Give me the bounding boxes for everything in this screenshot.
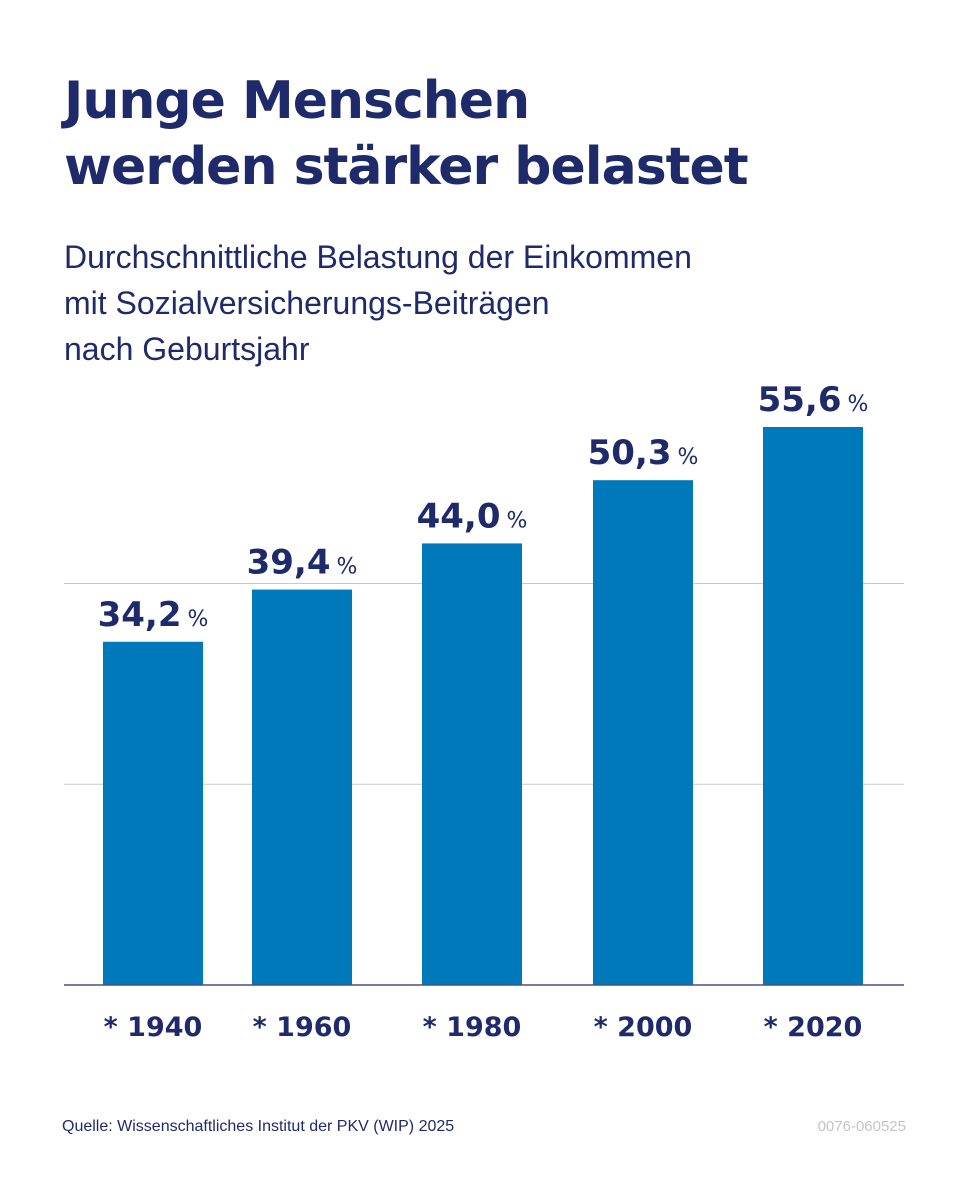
document-code: 0076-060525 bbox=[817, 1118, 906, 1135]
chart-title: Junge Menschen werden stärker belastet bbox=[64, 68, 749, 200]
data-label-1960: 39,4% bbox=[247, 543, 358, 583]
source-note: Quelle: Wissenschaftliches Institut der … bbox=[62, 1118, 455, 1135]
bar-2000 bbox=[593, 480, 693, 985]
chart-subtitle: Durchschnittliche Belastung der Einkomme… bbox=[64, 234, 692, 372]
title-line-2: werden stärker belastet bbox=[64, 137, 749, 197]
data-label-1940: 34,2% bbox=[98, 595, 209, 635]
data-label-2020: 55,6% bbox=[758, 380, 869, 420]
bar-1980 bbox=[422, 543, 522, 985]
subtitle-line-3: nach Geburtsjahr bbox=[64, 331, 310, 367]
category-label-2020: * 2020 bbox=[764, 1012, 863, 1043]
title-line-1: Junge Menschen bbox=[64, 71, 530, 131]
data-label-2000: 50,3% bbox=[588, 433, 699, 473]
subtitle-line-1: Durchschnittliche Belastung der Einkomme… bbox=[64, 239, 692, 275]
bar-1960 bbox=[252, 589, 352, 985]
bar-2020 bbox=[763, 427, 863, 985]
data-label-1980: 44,0% bbox=[417, 496, 528, 536]
category-label-1980: * 1980 bbox=[423, 1012, 522, 1043]
bar-1940 bbox=[103, 641, 203, 985]
subtitle-line-2: mit Sozialversicherungs-Beiträgen bbox=[64, 285, 550, 321]
category-label-2000: * 2000 bbox=[594, 1012, 693, 1043]
category-label-1960: * 1960 bbox=[253, 1012, 352, 1043]
category-label-1940: * 1940 bbox=[104, 1012, 203, 1043]
